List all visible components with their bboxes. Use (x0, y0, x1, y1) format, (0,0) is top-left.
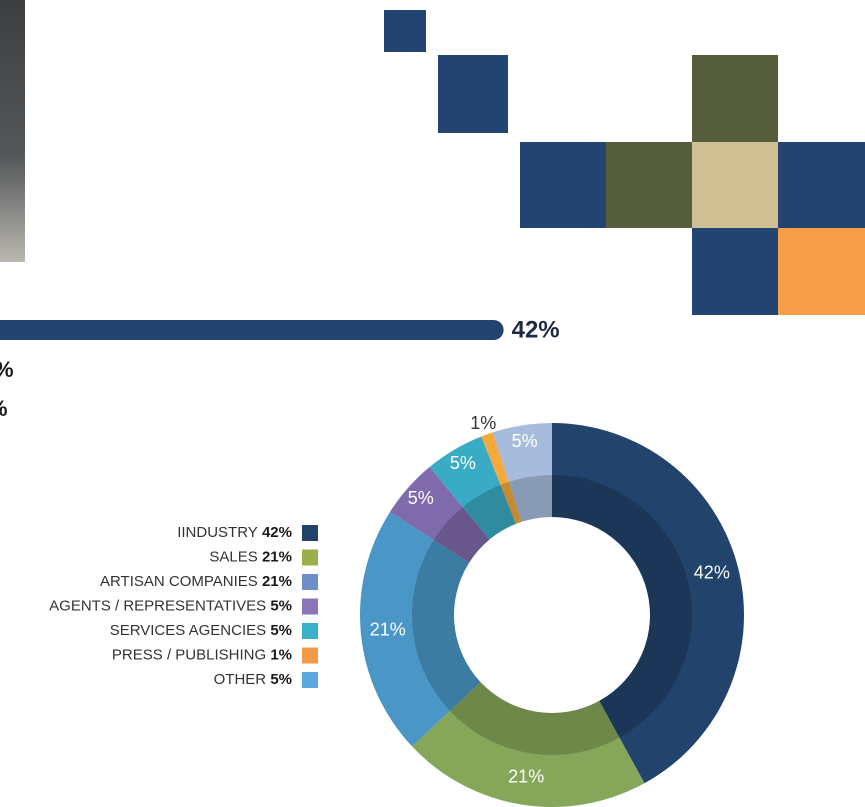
legend-label: PRESS / PUBLISHING (112, 646, 266, 663)
legend-value: 5% (270, 597, 292, 614)
slice-label: 42% (694, 563, 730, 583)
infographic: % % 42% 21% 21% 5% 5% 1% 5% IINDUSTRY 42% SALES… (0, 0, 865, 807)
legend-value: 42% (262, 524, 292, 541)
fragment: % (0, 357, 14, 382)
legend-label: IINDUSTRY (177, 524, 258, 541)
legend-label: SALES (209, 548, 257, 565)
legend-value: 1% (270, 646, 292, 663)
legend-value: 5% (270, 622, 292, 639)
legend-entry: PRESS / PUBLISHING 1% (112, 646, 292, 663)
legend-swatch (302, 525, 318, 541)
legend-swatch (302, 648, 318, 664)
legend-entry: AGENTS / REPRESENTATIVES 5% (49, 597, 292, 614)
progress-bar (0, 320, 504, 340)
legend-swatch (302, 623, 318, 639)
legend-value: 21% (262, 573, 292, 590)
donut-chart: 42% 21% 21% 5% 5% 1% 5% (360, 413, 744, 807)
photo (0, 0, 25, 262)
slice-label: 5% (512, 431, 538, 451)
slice-label: 21% (370, 619, 406, 639)
slice-label: 21% (508, 767, 544, 787)
decorative-squares (384, 10, 865, 315)
legend-swatch (302, 672, 318, 688)
legend: IINDUSTRY 42%SALES 21%ARTISAN COMPANIES … (49, 524, 318, 688)
legend-entry: IINDUSTRY 42% (177, 524, 292, 541)
legend-value: 5% (270, 671, 292, 688)
legend-entry: SERVICES AGENCIES 5% (110, 622, 292, 639)
legend-label: OTHER (214, 671, 267, 688)
legend-value: 21% (262, 548, 292, 565)
slice-label: 1% (470, 413, 496, 433)
legend-label: SERVICES AGENCIES (110, 622, 266, 639)
legend-swatch (302, 550, 318, 566)
progress-label: 42% (512, 316, 560, 343)
legend-label: AGENTS / REPRESENTATIVES (49, 597, 266, 614)
slice-label: 5% (408, 488, 434, 508)
slice-label: 5% (450, 453, 476, 473)
legend-swatch (302, 599, 318, 615)
legend-entry: SALES 21% (209, 548, 292, 565)
legend-entry: OTHER 5% (214, 671, 292, 688)
fragment: % (0, 396, 8, 421)
inner-shade (433, 496, 671, 734)
legend-entry: ARTISAN COMPANIES 21% (100, 573, 292, 590)
legend-swatch (302, 574, 318, 590)
legend-label: ARTISAN COMPANIES (100, 573, 258, 590)
